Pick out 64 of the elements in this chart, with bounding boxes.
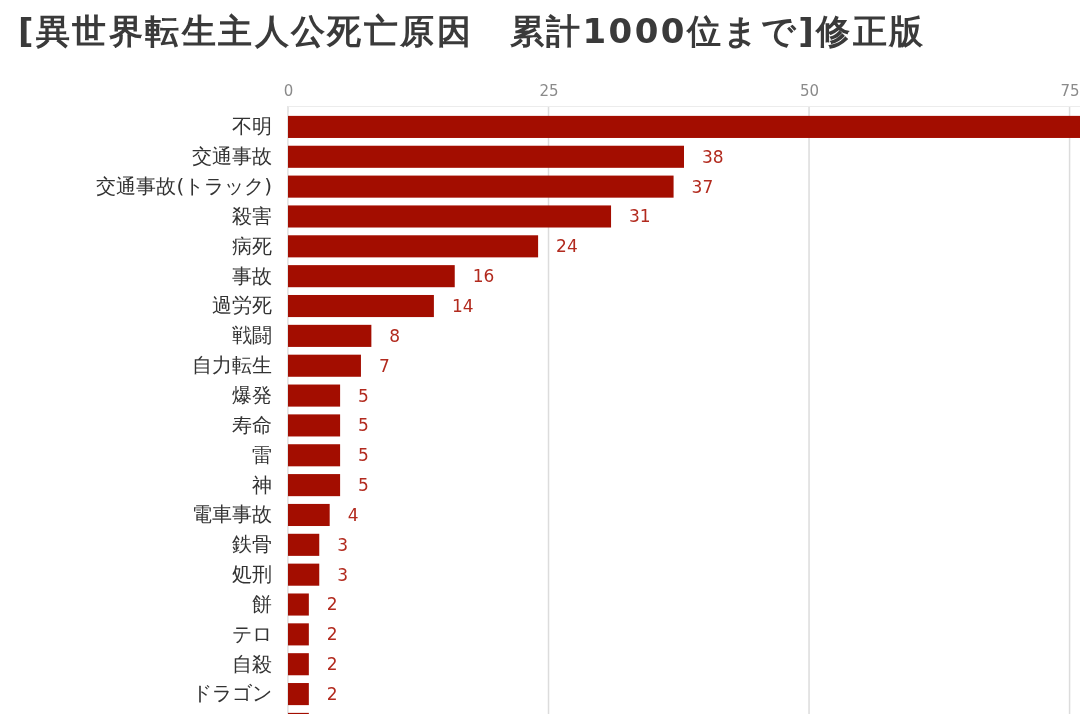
data-label: 16 — [472, 266, 495, 287]
y-tick-label: 交通事故 — [192, 144, 272, 169]
y-tick-label: 神 — [252, 472, 272, 497]
data-label: 8 — [389, 325, 401, 346]
data-label: 3 — [337, 564, 349, 585]
bar — [288, 205, 612, 228]
bar — [288, 623, 309, 646]
y-tick-label: ドラゴン — [192, 681, 272, 706]
bar — [288, 354, 361, 377]
bar — [288, 384, 341, 407]
y-tick-label: 病死 — [232, 233, 272, 258]
y-tick-label: 自殺 — [232, 651, 272, 676]
data-label: 4 — [347, 504, 359, 525]
data-label: 2 — [326, 654, 338, 675]
bar — [288, 294, 434, 318]
data-label: 24 — [556, 236, 578, 257]
bar — [288, 593, 309, 616]
x-tick-label: 75 — [1060, 82, 1080, 100]
y-tick-label: 雷 — [252, 442, 272, 467]
y-tick-label: テロ — [232, 621, 272, 646]
bar — [288, 175, 674, 198]
y-tick-label: 自力転生 — [192, 353, 272, 378]
bar — [288, 474, 341, 497]
y-tick-label: 殺害 — [232, 203, 272, 228]
y-tick-label: 交通事故(トラック) — [96, 174, 272, 199]
data-label: 5 — [358, 385, 369, 406]
bar — [288, 145, 684, 168]
data-label: 5 — [358, 475, 369, 496]
data-label: 2 — [326, 684, 338, 705]
data-label: 5 — [358, 415, 369, 436]
bar — [288, 503, 330, 527]
x-tick-label: 50 — [800, 82, 820, 100]
y-tick-label: 戦闘 — [232, 323, 272, 348]
bar — [288, 563, 320, 586]
bar — [288, 653, 309, 676]
y-tick-label: 過労死 — [212, 293, 272, 318]
data-label: 2 — [326, 594, 338, 615]
y-tick-label: 餅 — [252, 591, 272, 616]
x-tick-label: 25 — [539, 82, 559, 100]
data-label: 5 — [358, 445, 369, 466]
bar — [288, 414, 341, 437]
y-tick-label: 不明 — [232, 114, 272, 139]
data-label: 2 — [326, 624, 338, 645]
data-label: 31 — [629, 206, 651, 227]
bar — [288, 444, 341, 467]
data-label: 7 — [378, 355, 390, 376]
y-tick-label: 寿命 — [232, 412, 272, 437]
bar — [288, 235, 539, 258]
bar — [288, 683, 309, 706]
bar — [288, 115, 1080, 138]
y-tick-label: 電車事故 — [192, 502, 272, 527]
data-label: 37 — [691, 176, 714, 197]
chart-title: [異世界転生主人公死亡原因 累計1000位まで]修正版 — [18, 11, 924, 51]
data-label: 14 — [451, 295, 474, 316]
data-label: 3 — [337, 534, 349, 555]
y-tick-label: 処刑 — [232, 562, 272, 587]
bar — [288, 324, 372, 347]
y-tick-label: 鉄骨 — [232, 532, 272, 557]
bar — [288, 265, 455, 288]
data-label: 38 — [702, 146, 724, 167]
x-tick-label: 0 — [283, 82, 294, 100]
y-tick-label: 爆発 — [232, 382, 272, 407]
bar — [288, 533, 320, 556]
y-tick-label: 事故 — [232, 263, 272, 288]
